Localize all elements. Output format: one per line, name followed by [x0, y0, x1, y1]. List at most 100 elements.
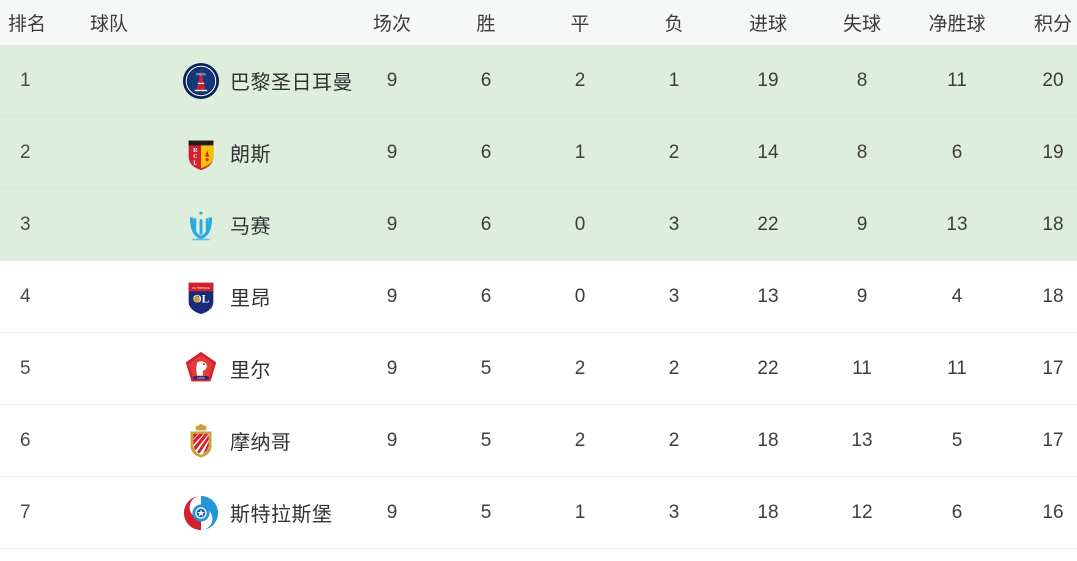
table-row[interactable]: 1 PARIS 巴黎圣日耳曼 9 6 2 1 19 8 11 20	[0, 45, 1077, 117]
team-cell[interactable]: R C L 朗斯	[90, 133, 345, 173]
cell-win: 6	[480, 69, 492, 91]
table-header: 排名 球队 场次 胜 平 负 进球 失球 净胜球 积分	[0, 0, 1077, 45]
team-name: 摩纳哥	[230, 432, 292, 454]
column-header-loss[interactable]: 负	[664, 14, 684, 35]
cell-team[interactable]: PARIS 巴黎圣日耳曼	[90, 45, 353, 117]
cell-rank: 3	[20, 213, 31, 235]
cell-draw: 2	[574, 357, 586, 379]
column-header-goals-against[interactable]: 失球	[842, 14, 881, 35]
league-standings-table: 排名 球队 场次 胜 平 负 进球 失球 净胜球 积分 1 PARIS 巴黎圣日…	[0, 0, 1077, 549]
team-name: 里尔	[230, 360, 271, 382]
cell-loss: 2	[668, 357, 680, 379]
cell-goals-for: 13	[757, 285, 779, 307]
cell-goal-diff: 6	[951, 501, 963, 523]
lyon-crest: OLYMPIQUE OL	[188, 282, 214, 314]
cell-loss: 1	[668, 69, 680, 91]
cell-draw: 1	[574, 141, 586, 163]
cell-goals-against: 11	[852, 357, 872, 379]
column-header-team[interactable]: 球队	[90, 14, 129, 35]
team-cell[interactable]: OLYMPIQUE OL 里昂	[90, 277, 345, 317]
team-cell[interactable]: 斯特拉斯堡	[90, 493, 345, 533]
team-name: 马赛	[230, 216, 271, 238]
table-body: 1 PARIS 巴黎圣日耳曼 9 6 2 1 19 8 11 20 2 R C L 朗斯 9 6 1 2 1…	[0, 45, 1077, 549]
cell-team[interactable]: 摩纳哥	[90, 405, 345, 477]
team-name: 里昂	[230, 288, 271, 310]
svg-text:L: L	[193, 160, 197, 166]
cell-goals-for: 22	[757, 213, 779, 235]
lille-crest: LOSC	[185, 351, 217, 381]
cell-win: 5	[480, 357, 492, 379]
cell-loss: 3	[668, 285, 680, 307]
svg-text:R: R	[193, 148, 198, 154]
cell-rank: 6	[20, 429, 31, 451]
table-row[interactable]: 4 OLYMPIQUE OL 里昂 9 6 0 3 13 9 4 18	[0, 260, 1077, 333]
cell-team[interactable]: 马赛	[90, 189, 345, 261]
column-header-goals-for[interactable]: 进球	[748, 14, 787, 35]
svg-text:OLYMPIQUE: OLYMPIQUE	[192, 285, 210, 289]
monaco-crest	[190, 423, 212, 458]
cell-goals-against: 12	[851, 501, 873, 523]
table-row[interactable]: 2 R C L 朗斯 9 6 1 2 14 8 6 19	[0, 116, 1077, 189]
table-row[interactable]: 3 马赛 9 6 0 3 22 9 13 18	[0, 188, 1077, 261]
cell-team[interactable]: R C L 朗斯	[90, 117, 345, 189]
team-name: 斯特拉斯堡	[230, 504, 333, 526]
marseille-crest	[189, 211, 213, 240]
column-header-played[interactable]: 场次	[372, 14, 411, 35]
cell-win: 5	[480, 501, 492, 523]
column-header-goal-diff[interactable]: 净胜球	[928, 14, 986, 35]
cell-points: 16	[1042, 501, 1064, 523]
cell-team[interactable]: OLYMPIQUE OL 里昂	[90, 261, 345, 333]
team-cell[interactable]: 马赛	[90, 205, 345, 245]
cell-team[interactable]: LOSC 里尔	[90, 333, 345, 405]
team-name: 朗斯	[230, 144, 271, 166]
cell-win: 6	[480, 285, 492, 307]
table-row[interactable]: 7 斯特拉斯堡 9 5 1 3 18 12 6 16	[0, 476, 1077, 549]
team-name: 巴黎圣日耳曼	[230, 72, 353, 94]
cell-points: 17	[1042, 429, 1064, 451]
cell-rank: 4	[20, 285, 31, 307]
cell-goals-against: 9	[856, 285, 868, 307]
cell-win: 6	[480, 141, 492, 163]
svg-text:PARIS: PARIS	[196, 72, 205, 76]
cell-points: 18	[1042, 285, 1064, 307]
table-row[interactable]: 6 摩纳哥 9 5 2 2 18 13 5 17	[0, 404, 1077, 477]
table-row[interactable]: 5 LOSC 里尔 9 5 2 2 22 11 11 17	[0, 332, 1077, 405]
team-cell[interactable]: 摩纳哥	[90, 421, 345, 461]
cell-team[interactable]: 斯特拉斯堡	[90, 477, 345, 549]
cell-played: 9	[386, 357, 398, 379]
header-row: 排名 球队 场次 胜 平 负 进球 失球 净胜球 积分	[0, 0, 1077, 45]
cell-played: 9	[386, 285, 398, 307]
psg-crest: PARIS	[182, 62, 220, 99]
cell-points: 20	[1042, 69, 1064, 91]
cell-win: 6	[480, 213, 492, 235]
cell-goals-for: 22	[757, 357, 779, 379]
cell-goals-against: 13	[851, 429, 873, 451]
cell-draw: 0	[574, 213, 586, 235]
column-header-draw[interactable]: 平	[570, 14, 590, 35]
cell-points: 17	[1042, 357, 1064, 379]
column-header-win[interactable]: 胜	[476, 14, 496, 35]
cell-goals-against: 8	[856, 141, 868, 163]
cell-played: 9	[386, 501, 398, 523]
cell-played: 9	[386, 141, 398, 163]
cell-played: 9	[386, 213, 398, 235]
column-header-rank[interactable]: 排名	[8, 14, 47, 35]
cell-loss: 3	[668, 213, 680, 235]
cell-draw: 1	[574, 501, 586, 523]
cell-goal-diff: 4	[951, 285, 963, 307]
cell-goal-diff: 13	[946, 213, 968, 235]
cell-goals-against: 9	[856, 213, 868, 235]
cell-points: 19	[1042, 141, 1064, 163]
team-cell[interactable]: LOSC 里尔	[90, 349, 345, 389]
svg-text:LOSC: LOSC	[197, 375, 205, 379]
cell-goal-diff: 6	[951, 141, 963, 163]
cell-goals-for: 14	[757, 141, 779, 163]
column-header-points[interactable]: 积分	[1033, 14, 1072, 35]
cell-played: 9	[386, 429, 398, 451]
team-cell[interactable]: PARIS 巴黎圣日耳曼	[90, 61, 353, 101]
cell-goals-for: 19	[757, 69, 779, 91]
cell-draw: 2	[574, 429, 586, 451]
cell-goal-diff: 5	[951, 429, 963, 451]
cell-loss: 3	[668, 501, 680, 523]
cell-rank: 5	[20, 357, 31, 379]
